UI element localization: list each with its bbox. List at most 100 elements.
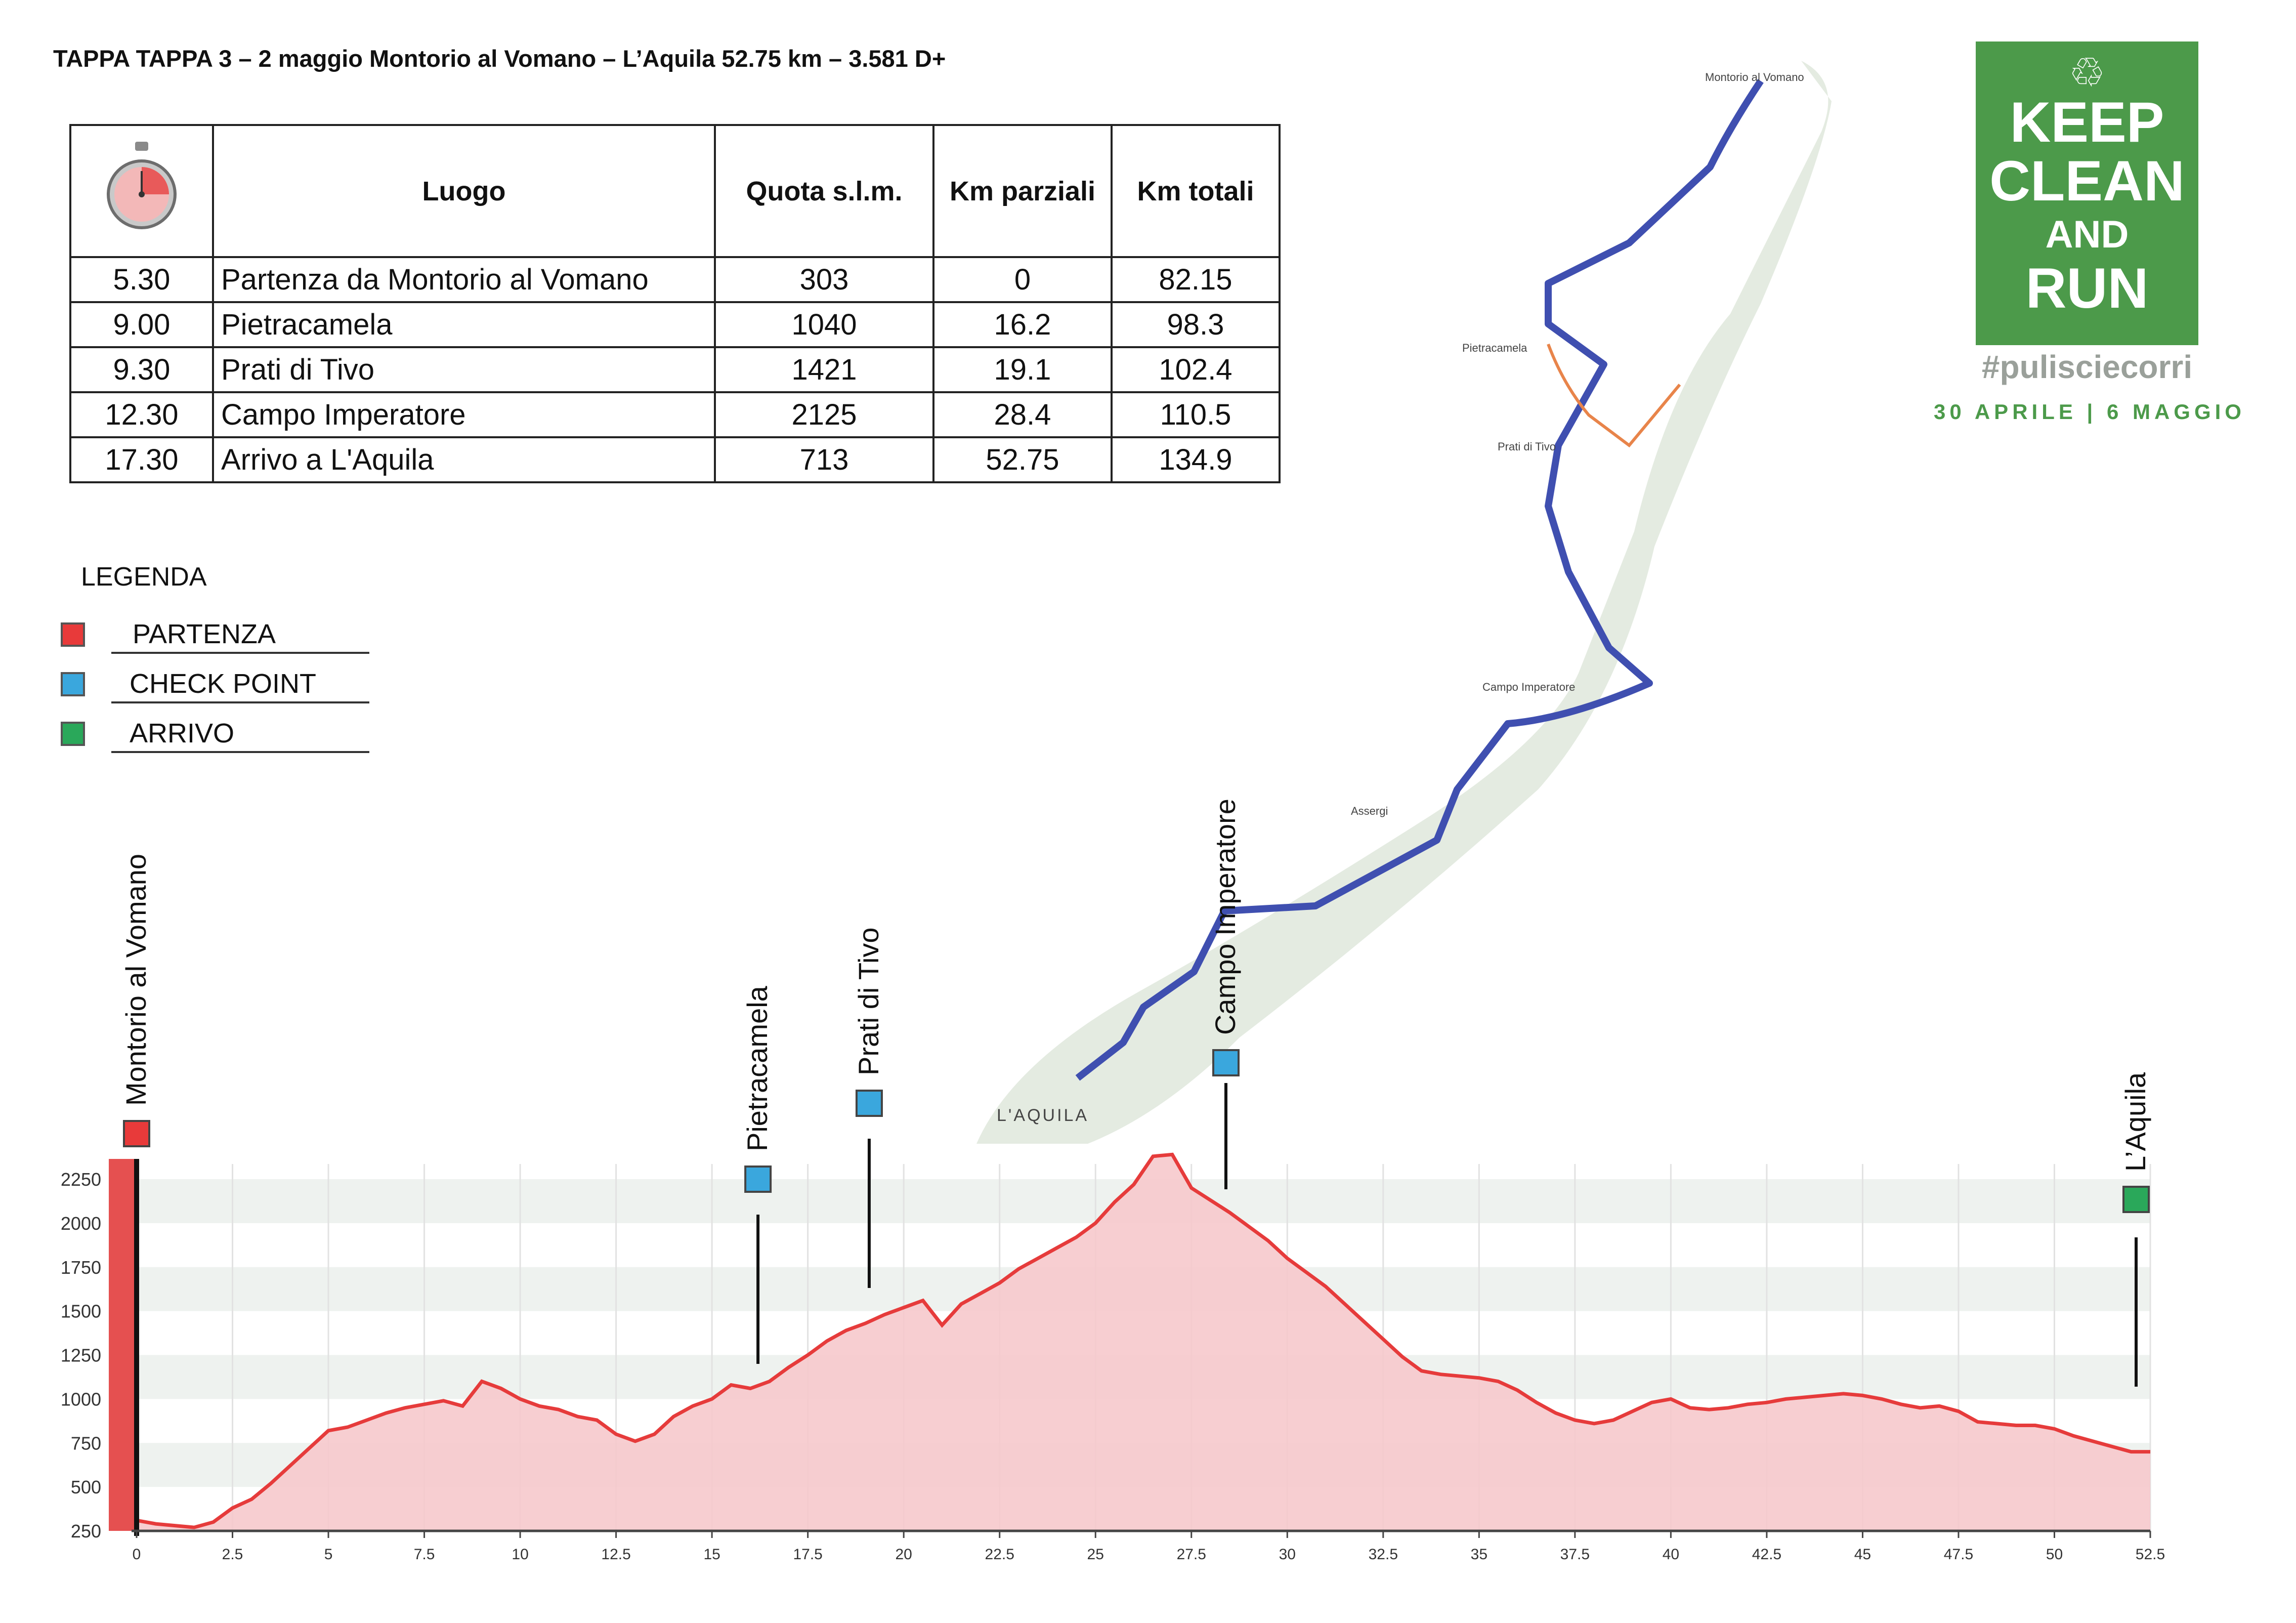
marker-square	[744, 1166, 772, 1193]
event-dates: 30 APRILE | 6 MAGGIO	[1934, 400, 2245, 424]
x-tick-label: 22.5	[985, 1546, 1014, 1563]
cell-km-partial: 16.2	[932, 301, 1113, 348]
logo-line: CLEAN	[1989, 149, 2185, 213]
y-tick-label: 1000	[61, 1389, 101, 1409]
cell-altitude: 2125	[714, 391, 934, 438]
y-tick-label: 1500	[61, 1301, 101, 1322]
marker-label: Pietracamela	[741, 985, 773, 1151]
map-terrain	[976, 61, 1832, 1144]
cell-km-partial: 19.1	[932, 346, 1113, 393]
table-row: 9.00 Pietracamela 1040 16.2 98.3	[69, 301, 1281, 348]
x-tick-label: 47.5	[1944, 1546, 1973, 1563]
legend-underline	[111, 751, 369, 753]
table-row: 9.30 Prati di Tivo 1421 19.1 102.4	[69, 346, 1281, 393]
trail-line	[1547, 343, 1681, 448]
cell-place: Campo Imperatore	[212, 391, 716, 438]
y-tick-label: 250	[71, 1521, 101, 1542]
map-label: Prati di Tivo	[1498, 440, 1556, 453]
x-tick-label: 0	[133, 1546, 141, 1563]
elevation-chart: 250 500 750 1000 1250 1500 1750 2000 2250 0 2.5 5 7.…	[61, 799, 2165, 1563]
map-labels: Montorio al Vomano Pietracamela Prati di T…	[997, 71, 1804, 1125]
cell-altitude: 713	[714, 436, 934, 483]
marker-label: Prati di Tivo	[853, 927, 884, 1075]
map-label: Campo Imperatore	[1482, 681, 1575, 693]
x-tick-label: 27.5	[1177, 1546, 1206, 1563]
table-header-row: Luogo Quota s.l.m. Km parziali Km totali	[69, 124, 1281, 258]
marker-label: L’Aquila	[2119, 1072, 2151, 1172]
y-tick-label: 1250	[61, 1345, 101, 1366]
logo-line: RUN	[2025, 257, 2149, 320]
legend-label: PARTENZA	[133, 619, 276, 649]
marker-square	[855, 1090, 883, 1117]
cell-time: 17.30	[69, 436, 214, 483]
cell-place: Partenza da Montorio al Vomano	[212, 256, 716, 303]
col-km-parziali: Km parziali	[932, 124, 1113, 258]
marker-square	[123, 1120, 150, 1147]
map-label: L'AQUILA	[997, 1106, 1089, 1125]
stopwatch-icon	[69, 124, 214, 258]
recycle-icon: ♲	[2069, 50, 2105, 95]
hashtag: #pulisciecorri	[1981, 349, 2193, 385]
marker-label: Campo Imperatore	[1209, 799, 1241, 1035]
cell-time: 9.30	[69, 346, 214, 393]
col-luogo: Luogo	[212, 124, 716, 258]
cell-time: 5.30	[69, 256, 214, 303]
cell-time: 9.00	[69, 301, 214, 348]
x-tick-label: 37.5	[1560, 1546, 1590, 1563]
page-title: TAPPA TAPPA 3 – 2 maggio Montorio al Vom…	[53, 45, 946, 72]
x-tick-label: 12.5	[601, 1546, 630, 1563]
cell-altitude: 1421	[714, 346, 934, 393]
cell-km-total: 134.9	[1111, 436, 1281, 483]
y-axis-bar	[109, 1159, 134, 1531]
x-tick-label: 40	[1663, 1546, 1679, 1563]
x-tick-label: 35	[1471, 1546, 1487, 1563]
cell-km-total: 110.5	[1111, 391, 1281, 438]
cell-place: Prati di Tivo	[212, 346, 716, 393]
logo-line: AND	[2045, 213, 2129, 256]
x-tick-label: 5	[324, 1546, 333, 1563]
cell-place: Pietracamela	[212, 301, 716, 348]
legend-label: CHECK POINT	[130, 669, 317, 699]
elevation-line	[136, 1152, 2150, 1529]
x-tick-label: 50	[2046, 1546, 2063, 1563]
x-tick-label: 20	[896, 1546, 912, 1563]
cell-altitude: 1040	[714, 301, 934, 348]
elevation-area	[137, 1154, 2150, 1531]
legend-swatch-red	[61, 622, 85, 647]
cell-km-partial: 28.4	[932, 391, 1113, 438]
cell-km-total: 102.4	[1111, 346, 1281, 393]
table-row: 17.30 Arrivo a L'Aquila 713 52.75 134.9	[69, 436, 1281, 483]
x-tick-label: 10	[512, 1546, 528, 1563]
x-tick-label: 7.5	[414, 1546, 435, 1563]
y-tick-label: 500	[71, 1477, 101, 1497]
marker-square	[1212, 1049, 1240, 1076]
cell-km-partial: 0	[932, 256, 1113, 303]
schedule-table: Luogo Quota s.l.m. Km parziali Km totali…	[69, 124, 1281, 483]
map-label: Pietracamela	[1462, 342, 1527, 354]
legend-swatch-blue	[61, 672, 85, 696]
legend-underline	[111, 701, 369, 703]
legend-underline	[111, 652, 369, 654]
route-line	[1075, 79, 1764, 1081]
x-tick-label: 45	[1854, 1546, 1871, 1563]
map-label: Assergi	[1351, 805, 1388, 817]
cell-time: 12.30	[69, 391, 214, 438]
y-tick-label: 1750	[61, 1257, 101, 1278]
cell-km-total: 82.15	[1111, 256, 1281, 303]
logo-line: KEEP	[2010, 91, 2164, 154]
x-tick-label: 2.5	[222, 1546, 243, 1563]
x-tick-label: 25	[1087, 1546, 1104, 1563]
marker-label: Montorio al Vomano	[120, 854, 152, 1106]
col-km-totali: Km totali	[1111, 124, 1281, 258]
map-label: Montorio al Vomano	[1705, 71, 1804, 84]
col-quota: Quota s.l.m.	[714, 124, 934, 258]
cell-km-total: 98.3	[1111, 301, 1281, 348]
legend-swatch-green	[61, 722, 85, 746]
route-map	[976, 61, 1832, 1144]
cell-km-partial: 52.75	[932, 436, 1113, 483]
x-tick-label: 52.5	[2136, 1546, 2165, 1563]
marker-square	[2122, 1186, 2150, 1213]
x-tick-label: 42.5	[1752, 1546, 1781, 1563]
cell-altitude: 303	[714, 256, 934, 303]
